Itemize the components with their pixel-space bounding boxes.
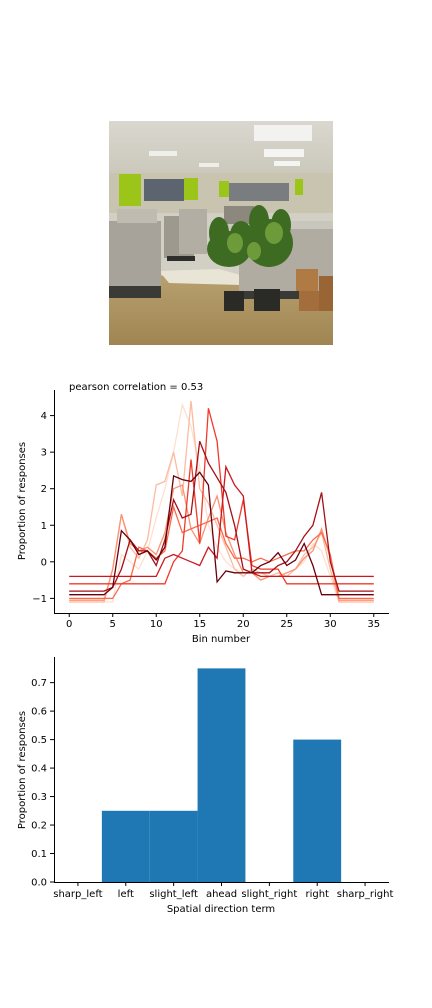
bar-chart-xlabel: Spatial direction term [167,904,275,915]
line-chart-title: pearson correlation = 0.53 [69,382,203,393]
x-tick-label: sharp_right [337,889,394,900]
bar-chart-bars [101,668,342,882]
line-chart-ylabel: Proportion of responses [17,442,28,560]
bar-chart-x-ticks: sharp_left left slight_left ahead slight_rig… [53,882,393,900]
y-tick-label: 4 [41,411,47,422]
x-tick-label: slight_left [149,889,198,900]
x-tick-label: left [118,889,134,900]
bar-chart-ylabel: Proportion of responses [17,711,28,829]
line-chart-x-ticks: 0 5 10 15 20 25 30 35 [66,613,380,630]
bar-chart-y-ticks: 0.0 0.1 0.2 0.3 0.4 0.5 0.6 0.7 [31,678,54,889]
bar-chart: sharp_left left slight_left ahead slight_rig… [17,657,393,915]
y-tick-label: 0.6 [31,707,47,718]
y-tick-label: 0.3 [31,792,47,803]
y-tick-label: 0.5 [31,735,47,746]
line-chart: pearson correlation = 0.53 0 5 10 15 20 25 30 3… [17,382,389,645]
x-tick-label: 20 [237,619,250,630]
bar-slight_left [149,810,198,882]
line-series-2 [69,400,374,603]
line-series-8 [69,471,374,596]
y-tick-label: 0 [41,557,47,568]
y-tick-label: 1 [41,521,47,532]
line-series-4 [69,504,374,600]
x-tick-label: sharp_left [53,889,102,900]
office-photo [109,121,333,345]
y-tick-label: 0.4 [31,764,47,775]
y-tick-label: 0.7 [31,678,47,689]
x-tick-label: ahead [206,889,237,900]
y-tick-label: 0.0 [31,878,47,889]
y-tick-label: 0.1 [31,849,47,860]
x-tick-label: slight_right [241,889,297,900]
bar-ahead [197,668,246,882]
x-tick-label: 35 [367,619,380,630]
x-tick-label: 25 [280,619,293,630]
line-series-1 [69,402,374,603]
y-tick-label: 2 [41,484,47,495]
x-tick-label: 0 [66,619,72,630]
line-series-6 [69,464,374,578]
bar-right [293,739,342,882]
y-tick-label: 3 [41,448,47,459]
line-series-7 [69,440,374,592]
line-chart-plot-area [69,400,374,603]
y-tick-label: −1 [32,594,47,605]
bar-left [101,810,150,882]
x-tick-label: 15 [193,619,206,630]
x-tick-label: 5 [110,619,116,630]
line-chart-xlabel: Bin number [192,634,251,645]
x-tick-label: 30 [324,619,337,630]
line-chart-y-ticks: −1 0 1 2 3 4 [32,411,54,605]
x-tick-label: right [305,889,329,900]
x-tick-label: 10 [150,619,163,630]
y-tick-label: 0.2 [31,821,47,832]
